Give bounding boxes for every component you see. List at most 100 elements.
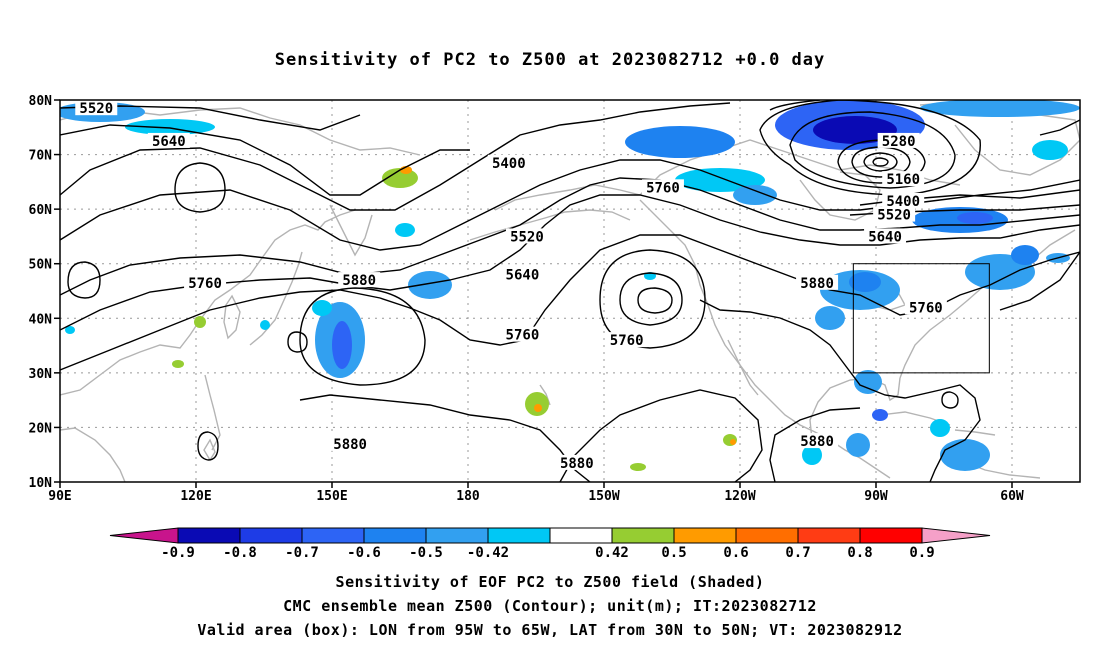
contour-label-bg	[75, 100, 118, 116]
colorbar-label: -0.7	[285, 545, 319, 561]
caption-line-2: CMC ensemble mean Z500 (Contour); unit(m…	[283, 597, 817, 615]
colorbar-low-arrow	[109, 527, 179, 544]
contour-label: 5280	[882, 134, 916, 150]
shade-patch	[395, 223, 415, 237]
colorbar-swatch	[797, 527, 861, 544]
shade-patch	[802, 445, 822, 465]
shade-patch	[813, 116, 897, 144]
shade-patch	[930, 419, 950, 437]
contour-label-bg	[501, 326, 544, 342]
colorbar-swatch	[735, 527, 799, 544]
lon-tick-label: 120W	[724, 489, 755, 504]
contour-label-bg	[487, 154, 530, 170]
lat-tick-label: 30N	[29, 367, 53, 382]
valid-area-box	[852, 263, 990, 374]
lat-tick-label: 40N	[29, 312, 53, 327]
colorbar-swatch	[549, 527, 613, 544]
colorbar-high-arrow	[921, 527, 991, 544]
contour-label-bg	[882, 192, 925, 208]
contour-label-bg	[864, 228, 907, 244]
caption-line-3: Valid area (box): LON from 95W to 65W, L…	[197, 621, 903, 639]
shade-patch	[260, 320, 270, 330]
lon-tick-label: 60W	[1000, 489, 1024, 504]
map-title: Sensitivity of PC2 to Z500 at 2023082712…	[274, 50, 826, 70]
contour-label: 5760	[610, 333, 644, 349]
shade-patch	[172, 360, 184, 368]
lat-tick-label: 70N	[29, 149, 53, 164]
colorbar-swatch	[859, 527, 923, 544]
contour-label-bg	[873, 206, 916, 222]
contour-label-bg	[877, 132, 920, 148]
colorbar-swatch	[425, 527, 489, 544]
contour-label-bg	[904, 299, 947, 315]
contour-label-bg	[184, 274, 227, 290]
contour-label: 5760	[909, 300, 943, 316]
shade-patch	[408, 271, 452, 299]
contour-labels: 5520564054005280516054005520564057605520…	[75, 100, 947, 472]
contour-label: 5880	[333, 437, 367, 453]
colorbar-label: 0.8	[847, 545, 872, 561]
caption-line-1: Sensitivity of EOF PC2 to Z500 field (Sh…	[335, 573, 765, 591]
contour-label: 5160	[886, 172, 920, 188]
shade-patch	[332, 321, 352, 369]
colorbar-label: 0.9	[909, 545, 934, 561]
colorbar-label: -0.5	[409, 545, 443, 561]
shade-patch	[1011, 245, 1039, 265]
contour-label: 5640	[506, 268, 540, 284]
shade-patch	[733, 185, 777, 205]
colorbar-swatch	[177, 527, 241, 544]
contour-label: 5400	[492, 156, 526, 172]
shade-patch	[625, 126, 735, 158]
shade-patch	[815, 306, 845, 330]
contour-label: 5880	[800, 276, 834, 292]
contour-label-bg	[641, 179, 684, 195]
contour-label: 5880	[560, 456, 594, 472]
lon-tick-label: 90W	[864, 489, 888, 504]
colorbar-swatch	[301, 527, 365, 544]
colorbar-label: 0.7	[785, 545, 810, 561]
contour-label-bg	[796, 433, 839, 449]
shade-patch	[1032, 140, 1068, 160]
shade-patch	[525, 392, 549, 416]
colorbar-label: 0.6	[723, 545, 748, 561]
lat-tick-label: 60N	[29, 203, 53, 218]
colorbar-label: 0.42	[595, 545, 629, 561]
contour-label-bg	[505, 228, 548, 244]
lon-tick-label: 90E	[48, 489, 71, 504]
contour-label: 5640	[152, 134, 186, 150]
contour-label: 5400	[886, 194, 920, 210]
contour-label: 5880	[800, 434, 834, 450]
colorbar: -0.9 -0.8 -0.7 -0.6 -0.5 -0.42 0.42 0.5 0.6 0.7 0.…	[109, 527, 991, 561]
shade-patch	[872, 409, 888, 421]
colorbar-label: -0.6	[347, 545, 381, 561]
colorbar-label: 0.5	[661, 545, 686, 561]
contour-label: 5520	[79, 101, 113, 117]
colorbar-label: -0.8	[223, 545, 257, 561]
map-frame	[59, 99, 1081, 483]
contour-label-bg	[338, 272, 381, 288]
lon-tick-label: 180	[456, 489, 480, 504]
contour-label-bg	[796, 274, 839, 290]
shade-patch	[630, 463, 646, 471]
lon-tick-label: 150E	[316, 489, 347, 504]
lon-tick-label: 120E	[180, 489, 211, 504]
coastlines	[60, 101, 1080, 482]
lat-tick-label: 20N	[29, 421, 53, 436]
contour-label-bg	[882, 171, 925, 187]
lat-tick-label: 10N	[29, 476, 53, 491]
contour-label-bg	[555, 454, 598, 470]
shade-patch	[194, 316, 206, 328]
contour-label-bg	[501, 266, 544, 282]
colorbar-label: -0.42	[467, 545, 509, 561]
contour-label-bg	[147, 132, 190, 148]
shade-patch	[849, 272, 881, 292]
contour-label-bg	[605, 332, 648, 348]
contour-label: 5760	[188, 276, 222, 292]
shade-patch	[125, 119, 215, 135]
shade-patch	[920, 100, 1080, 117]
contour-label: 5520	[877, 208, 911, 224]
colorbar-swatch	[487, 527, 551, 544]
shade-patch	[730, 439, 736, 445]
